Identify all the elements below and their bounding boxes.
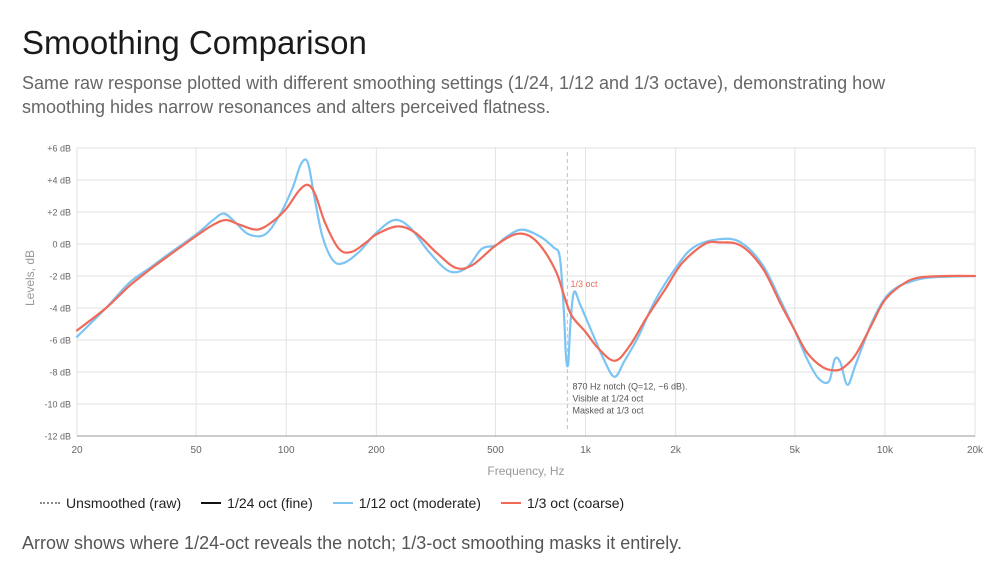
notch-note-line-3: Masked at 1/3 oct — [572, 405, 644, 415]
x-tick-labels: 20 50 100 200 500 1k 2k 5k 10k 20k — [71, 445, 984, 456]
x-tick-label: 500 — [487, 445, 504, 456]
legend-item-moderate[interactable]: 1/12 oct (moderate) — [332, 495, 481, 511]
plot-area — [76, 147, 976, 437]
x-tick-label: 100 — [278, 445, 295, 456]
y-axis-label: Levels, dB — [23, 250, 37, 306]
x-tick-label: 1k — [580, 445, 592, 456]
notch-note-line-2: Visible at 1/24 oct — [572, 393, 643, 403]
x-tick-label: 50 — [191, 445, 203, 456]
legend-swatch-raw — [40, 502, 60, 504]
x-tick-label: 10k — [877, 445, 894, 456]
series-line-coarse — [75, 183, 977, 372]
legend-swatch-moderate — [332, 502, 353, 504]
x-tick-label: 20 — [71, 445, 83, 456]
y-tick-label: +4 dB — [47, 176, 71, 186]
legend-label-moderate: 1/12 oct (moderate) — [358, 495, 481, 511]
y-tick-label: -4 dB — [49, 304, 71, 314]
legend: Unsmoothed (raw) 1/24 oct (fine) 1/12 oc… — [40, 495, 644, 511]
y-tick-label: -12 dB — [44, 432, 71, 442]
y-tick-label: +6 dB — [47, 144, 71, 154]
x-tick-label: 2k — [670, 445, 682, 456]
y-tick-label: -10 dB — [44, 400, 71, 410]
legend-item-coarse[interactable]: 1/3 oct (coarse) — [500, 495, 625, 511]
chart-subtitle: Same raw response plotted with different… — [22, 73, 886, 117]
legend-item-raw[interactable]: Unsmoothed (raw) — [40, 495, 181, 511]
y-tick-label: +2 dB — [47, 208, 71, 218]
legend-label-raw: Unsmoothed (raw) — [66, 495, 182, 511]
chart-footnote: Arrow shows where 1/24-oct reveals the n… — [22, 533, 682, 553]
chart-title: Smoothing Comparison — [22, 24, 367, 61]
y-tick-labels: +6 dB +4 dB +2 dB 0 dB -2 dB -4 dB -6 dB -8 dB -… — [44, 144, 71, 442]
x-tick-label: 20k — [967, 445, 984, 456]
series-group — [75, 158, 977, 386]
series-annotation-label: 1/3 oct — [570, 279, 598, 289]
x-tick-label: 200 — [368, 445, 385, 456]
series-line-moderate — [75, 158, 977, 386]
legend-label-coarse: 1/3 oct (coarse) — [526, 495, 625, 511]
x-axis-label: Frequency, Hz — [487, 464, 564, 478]
y-tick-label: -6 dB — [49, 336, 71, 346]
chart-plot: 20 50 100 200 500 1k 2k 5k 10k 20k +6 dB +4 dB +2 d… — [23, 144, 984, 479]
y-tick-label: -8 dB — [49, 368, 71, 378]
grid — [76, 147, 976, 437]
legend-swatch-fine — [201, 502, 222, 504]
legend-label-fine: 1/24 oct (fine) — [227, 495, 313, 511]
legend-swatch-coarse — [500, 502, 521, 504]
x-tick-label: 5k — [790, 445, 802, 456]
notch-note-line-1: 870 Hz notch (Q=12, −6 dB). — [572, 381, 687, 391]
y-tick-label: -2 dB — [49, 272, 71, 282]
legend-item-fine[interactable]: 1/24 oct (fine) — [201, 495, 313, 511]
y-tick-label: 0 dB — [52, 240, 71, 250]
